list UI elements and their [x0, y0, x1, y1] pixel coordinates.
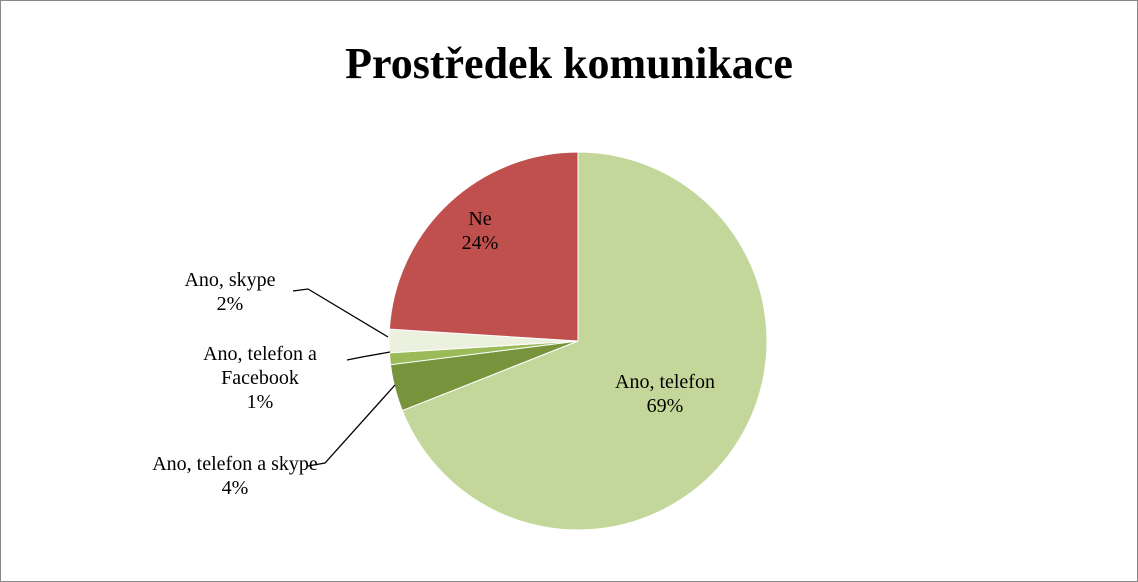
leader-line: [307, 384, 396, 467]
data-label: Ano, telefon a skype 4%: [150, 452, 320, 500]
pie-slice: [401, 151, 768, 531]
category-label: Ano, telefon a skype: [152, 453, 318, 475]
value-label: 24%: [461, 232, 499, 254]
data-label: Ano, telefon a Facebook 1%: [180, 342, 340, 414]
category-label: Ano, telefon: [615, 371, 715, 393]
chart-title: Prostředek komunikace: [345, 39, 793, 88]
category-label: Ne: [468, 208, 492, 230]
leader-line: [346, 351, 391, 361]
pie-slice: [388, 151, 579, 342]
category-label: Ano, telefon a Facebook: [203, 343, 317, 389]
data-label: Ano, telefon 69%: [580, 370, 750, 418]
value-label: 1%: [246, 391, 274, 413]
category-label: Ano, skype: [184, 269, 276, 291]
value-label: 69%: [646, 395, 684, 417]
value-label: 4%: [221, 477, 249, 499]
data-label: Ne 24%: [430, 207, 530, 255]
data-label: Ano, skype 2%: [160, 268, 300, 316]
value-label: 2%: [216, 293, 244, 315]
leader-line: [292, 288, 389, 338]
